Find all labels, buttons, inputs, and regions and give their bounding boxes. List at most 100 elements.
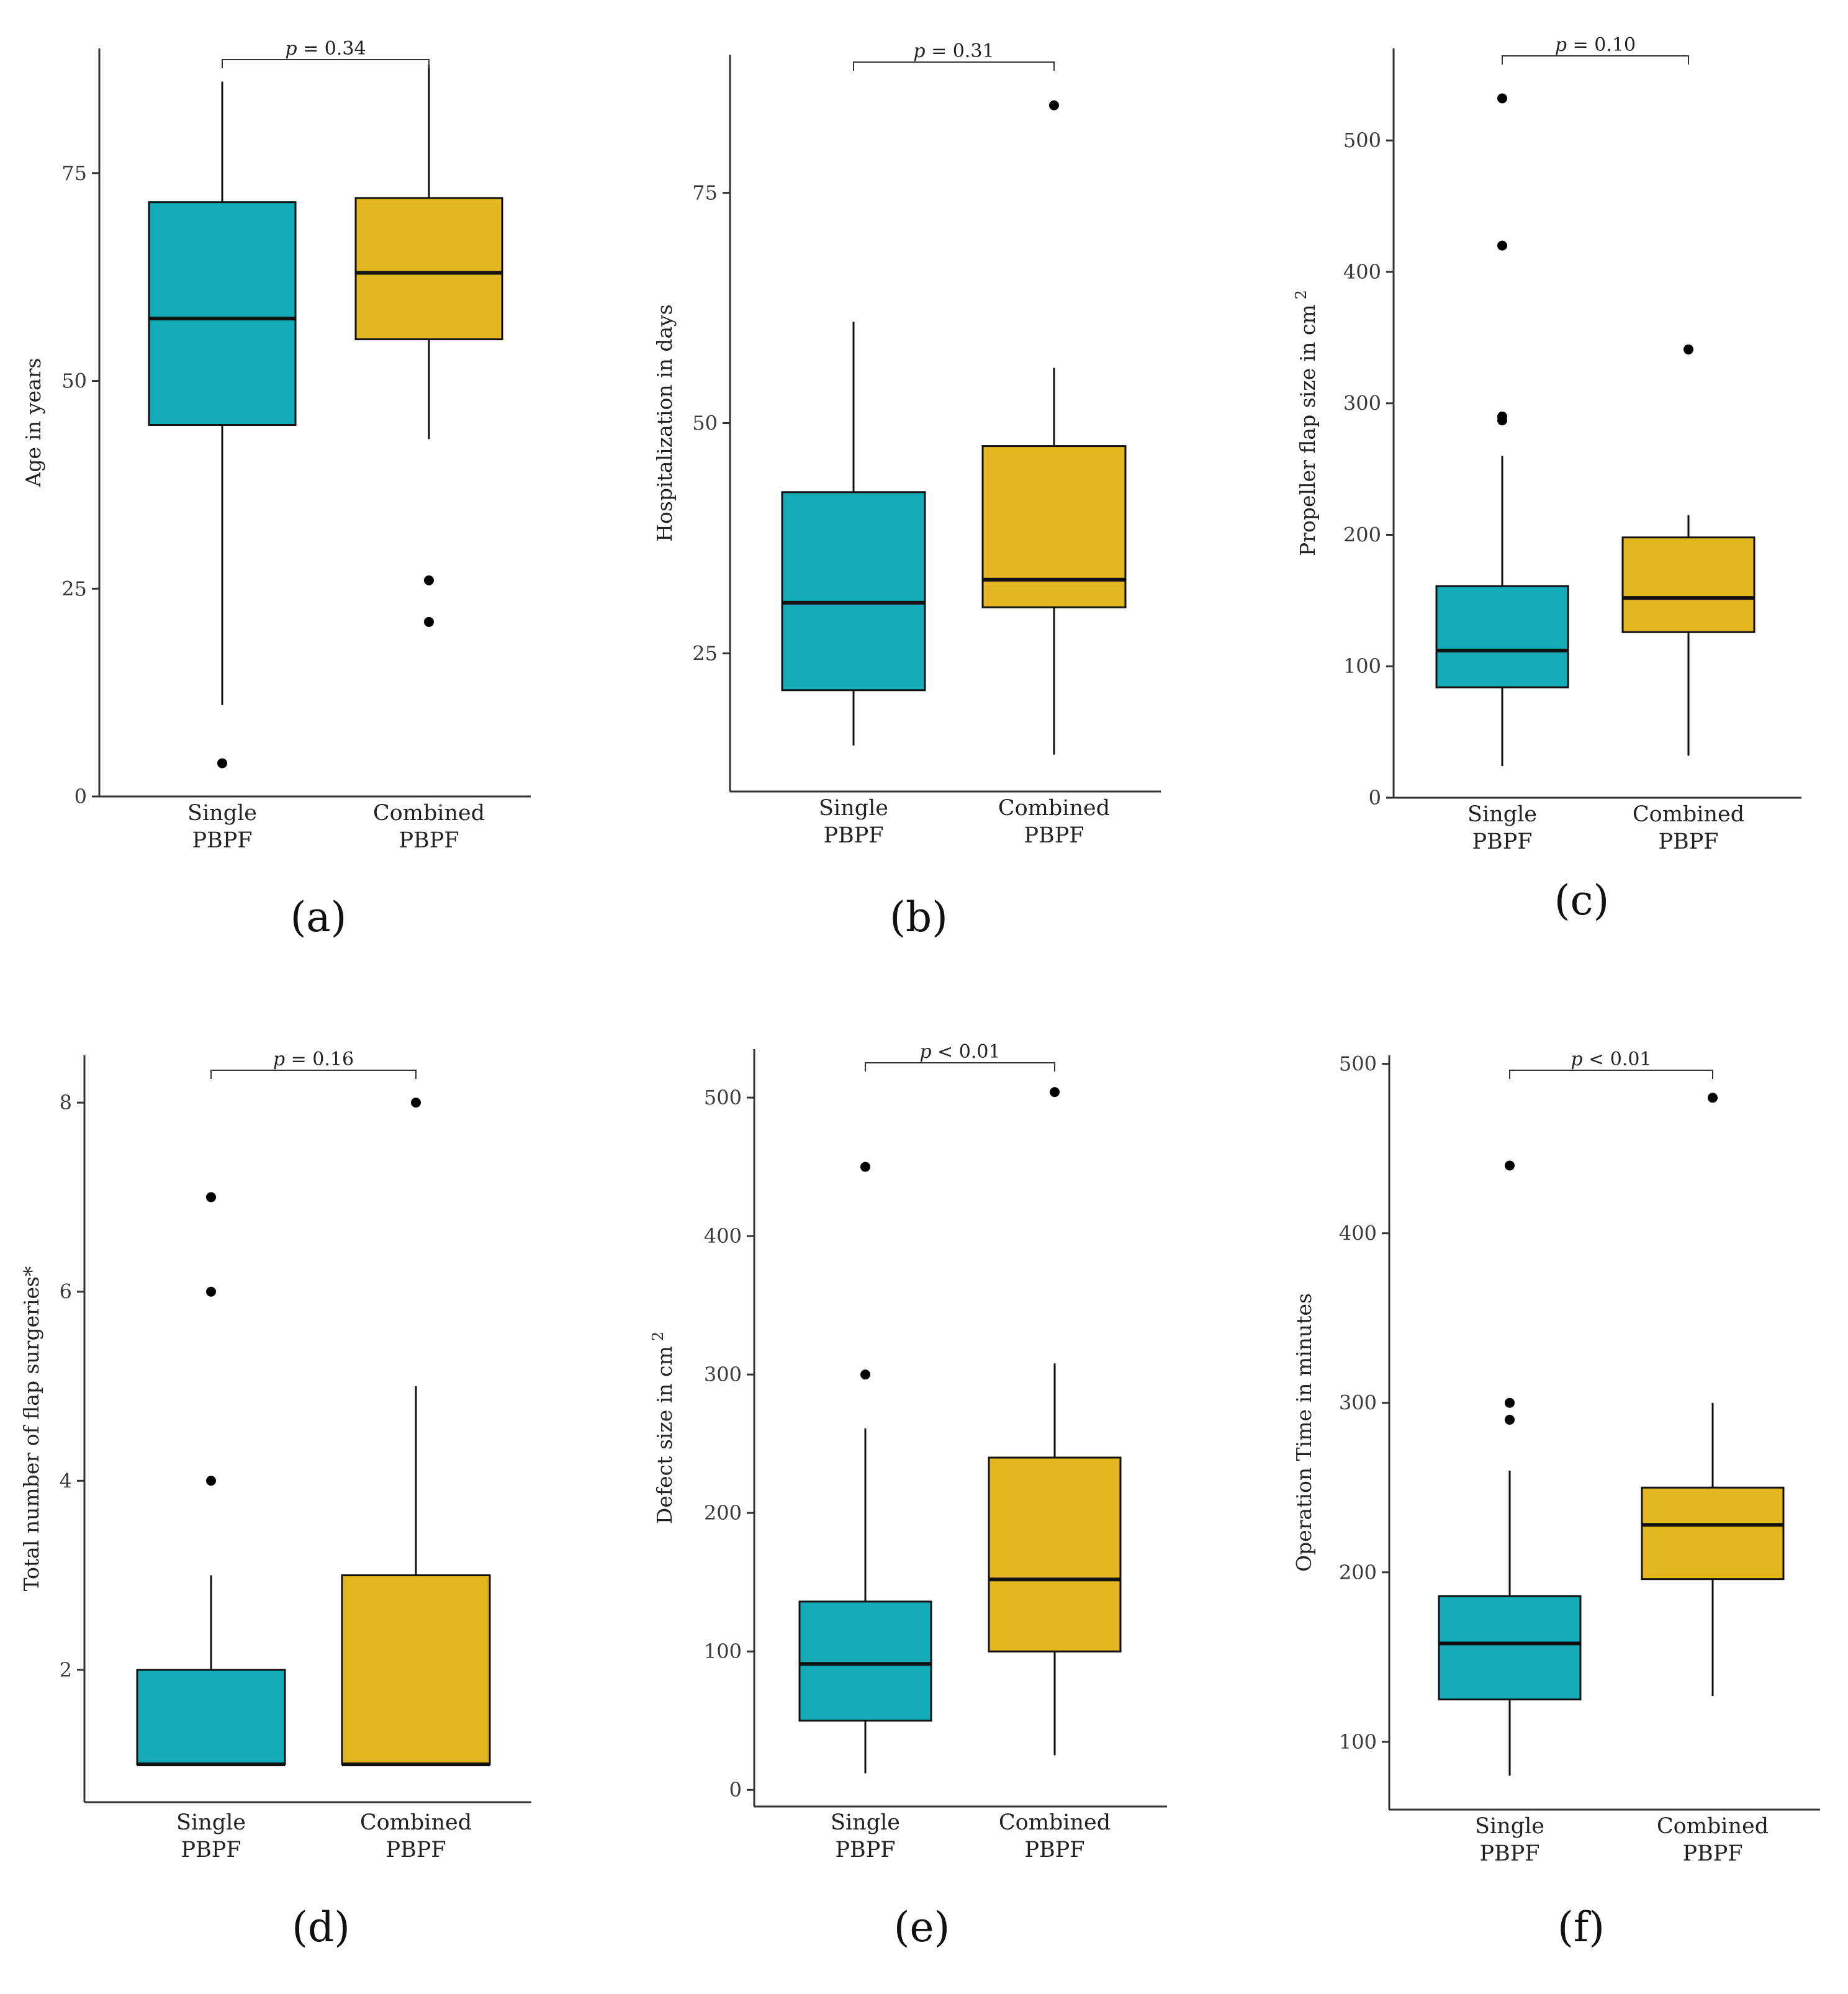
p-value-label: p < 0.01 <box>1571 1049 1651 1070</box>
outlier-point <box>411 1098 421 1108</box>
iqr-box <box>1435 585 1569 688</box>
outlier-point <box>1708 1093 1718 1103</box>
box-single-pbpf <box>136 1192 286 1767</box>
outlier-point <box>1050 1087 1060 1098</box>
outlier-point <box>1049 100 1059 111</box>
y-tick-label: 100 <box>704 1640 742 1663</box>
p-symbol: p <box>285 38 297 60</box>
outlier-point <box>1497 240 1507 251</box>
y-tick-label: 50 <box>692 412 718 435</box>
y-axis-title: Defect size in cm2 <box>649 1332 677 1524</box>
y-tick-label: 4 <box>60 1469 72 1492</box>
y-tick-label: 25 <box>692 641 718 665</box>
box-combined-pbpf <box>1641 1093 1785 1697</box>
outlier-point <box>1497 415 1507 426</box>
box-combined-pbpf <box>1621 344 1756 756</box>
iqr-box <box>798 1600 932 1722</box>
x-category-label: Combined <box>1633 802 1744 827</box>
y-tick-label: 200 <box>1339 1561 1377 1584</box>
p-value-text: < 0.01 <box>932 1041 1001 1063</box>
p-symbol: p <box>1555 34 1567 56</box>
significance-bracket <box>865 1062 1055 1071</box>
y-tick-label: 100 <box>1343 654 1381 678</box>
y-tick-label: 500 <box>1343 129 1381 152</box>
p-symbol: p <box>913 40 925 62</box>
panel-c: 0 100 200 300 400 500 Propeller flap size in c… <box>1292 34 1801 924</box>
outlier-point <box>1497 93 1507 104</box>
iqr-box <box>1641 1486 1785 1581</box>
y-tick-label: 6 <box>60 1280 72 1304</box>
p-value-text: = 0.31 <box>926 40 994 62</box>
x-category-label: Combined <box>360 1810 472 1835</box>
y-tick-label: 500 <box>1339 1052 1377 1076</box>
iqr-box <box>148 201 297 426</box>
y-tick-label: 2 <box>60 1658 72 1682</box>
y-tick-label: 400 <box>1339 1222 1377 1245</box>
outlier-point <box>424 616 434 627</box>
p-value-label: p = 0.31 <box>913 40 994 62</box>
outlier-point <box>1683 344 1693 354</box>
x-category-label: PBPF <box>192 828 252 853</box>
y-axis-title: Propeller flap size in cm2 <box>1292 290 1320 556</box>
box-combined-pbpf <box>981 100 1127 755</box>
p-value-label: p < 0.01 <box>919 1041 1000 1063</box>
x-category-label: Single <box>1475 1814 1544 1839</box>
outlier-point <box>206 1192 216 1202</box>
significance-bracket <box>1509 1070 1713 1079</box>
p-value-text: = 0.34 <box>297 38 366 60</box>
x-category-label: Single <box>831 1810 900 1835</box>
y-tick-label: 500 <box>704 1086 742 1109</box>
box-single-pbpf <box>148 81 297 769</box>
box-combined-pbpf <box>354 65 503 627</box>
y-tick-label: 200 <box>704 1501 742 1525</box>
outlier-point <box>217 758 227 769</box>
y-tick-label: 25 <box>61 577 87 600</box>
outlier-point <box>424 575 434 585</box>
p-value-label: p = 0.16 <box>273 1049 354 1070</box>
x-category-label: Single <box>819 796 888 821</box>
panel-d: 2 4 6 8 Total number of flap surgeries* Singl… <box>19 1049 531 1951</box>
outlier-point <box>860 1369 870 1380</box>
iqr-box <box>781 491 926 692</box>
y-axis-title: Operation Time in minutes <box>1292 1293 1316 1572</box>
x-category-label: PBPF <box>1472 829 1532 854</box>
x-category-label: PBPF <box>1682 1841 1742 1866</box>
box-single-pbpf <box>1435 93 1569 767</box>
y-tick-label: 0 <box>729 1778 742 1802</box>
y-axis-title: Total number of flap surgeries* <box>19 1266 43 1592</box>
y-tick-label: 300 <box>1343 392 1381 415</box>
box-single-pbpf <box>798 1162 932 1774</box>
y-axis-title: Age in years <box>21 358 45 488</box>
x-category-label: PBPF <box>385 1838 446 1862</box>
x-category-label: PBPF <box>1479 1841 1539 1866</box>
y-tick-label: 0 <box>1369 786 1381 810</box>
y-axis-title-superscript: 2 <box>649 1332 667 1341</box>
panel-f: 100 200 300 400 500 Operation Time in minutes… <box>1292 1049 1820 1951</box>
p-symbol: p <box>1571 1049 1582 1070</box>
y-axis-title-superscript: 2 <box>1292 290 1310 299</box>
x-category-label: PBPF <box>823 823 883 848</box>
box-single-pbpf <box>1438 1160 1582 1776</box>
y-tick-label: 50 <box>61 369 87 393</box>
panel-label: (b) <box>890 893 948 941</box>
y-tick-label: 0 <box>74 785 87 808</box>
x-category-label: Combined <box>999 1810 1111 1835</box>
x-category-label: PBPF <box>1024 823 1084 848</box>
x-category-label: PBPF <box>835 1838 895 1862</box>
significance-bracket <box>210 1070 417 1079</box>
p-symbol: p <box>919 1041 931 1063</box>
significance-bracket <box>222 59 430 68</box>
y-tick-label: 300 <box>1339 1391 1377 1415</box>
x-category-label: PBPF <box>1658 829 1718 854</box>
x-category-label: Combined <box>373 801 485 826</box>
y-tick-label: 200 <box>1343 523 1381 546</box>
panel-e: 0 100 200 300 400 500 Defect size in cm2 Single… <box>649 1041 1167 1951</box>
iqr-box <box>341 1574 491 1766</box>
p-value-text: < 0.01 <box>1583 1049 1652 1070</box>
iqr-box <box>981 445 1127 608</box>
outlier-point <box>206 1476 216 1486</box>
box-combined-pbpf <box>988 1087 1122 1756</box>
y-axis-title: Hospitalization in days <box>652 304 677 541</box>
